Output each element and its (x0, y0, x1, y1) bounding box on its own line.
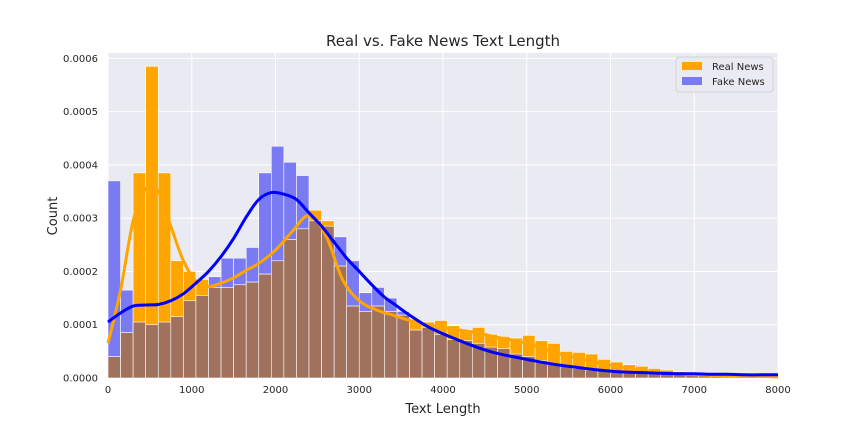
bar-overlap (283, 239, 297, 379)
legend-label-fake-news: Fake News (712, 77, 765, 88)
x-axis-ticks: 0 1000 2000 3000 4000 5000 6000 7000 8000 (105, 385, 791, 396)
x-tick-label: 6000 (598, 385, 623, 396)
x-tick-label: 2000 (263, 385, 288, 396)
x-axis-title: Text Length (404, 402, 480, 417)
bar-overlap (208, 287, 222, 379)
bar-overlap (384, 311, 398, 379)
x-tick-label: 5000 (514, 385, 539, 396)
bar-overlap (358, 311, 373, 379)
bar-overlap (120, 332, 134, 379)
x-tick-label: 1000 (179, 385, 204, 396)
bar-overlap (183, 300, 197, 379)
y-tick-label: 0.0006 (63, 54, 98, 65)
bar-overlap (434, 334, 448, 379)
bar-overlap (308, 220, 322, 379)
bar-overlap (446, 339, 461, 379)
x-tick-label: 4000 (430, 385, 455, 396)
bar-overlap (233, 284, 247, 379)
legend-swatch-real-news (682, 62, 702, 70)
y-tick-label: 0.0004 (63, 160, 98, 171)
histogram-bars (107, 66, 775, 379)
bar-overlap (258, 273, 272, 379)
x-tick-label: 0 (105, 385, 111, 396)
y-tick-label: 0.0000 (63, 374, 98, 385)
x-tick-label: 3000 (347, 385, 372, 396)
y-tick-label: 0.0002 (63, 267, 98, 278)
y-axis-title: Count (46, 197, 61, 236)
y-tick-label: 0.0003 (63, 214, 98, 225)
bar-overlap (245, 281, 260, 379)
chart-title: Real vs. Fake News Text Length (326, 32, 560, 50)
bar-overlap (296, 228, 310, 379)
bar-overlap (396, 314, 410, 379)
bar-overlap (157, 321, 172, 379)
legend-swatch-fake-news (682, 77, 702, 85)
bar-overlap (572, 368, 586, 379)
bar-overlap (271, 260, 285, 379)
y-axis-ticks: 0.0000 0.0001 0.0002 0.0003 0.0004 0.0005 0.00… (63, 54, 98, 385)
bar-overlap (107, 356, 121, 379)
bar-overlap (421, 327, 435, 379)
bar-overlap (132, 321, 146, 379)
bar-overlap (409, 329, 423, 379)
y-tick-label: 0.0005 (63, 107, 98, 118)
bar-overlap (346, 305, 360, 379)
kde-curves (106, 184, 779, 379)
bar-overlap (547, 364, 561, 379)
x-tick-label: 7000 (682, 385, 707, 396)
bar-overlap (170, 316, 184, 379)
bar-overlap (145, 324, 159, 379)
bar-overlap (195, 295, 209, 379)
x-tick-label: 8000 (765, 385, 790, 396)
legend-label-real-news: Real News (712, 62, 764, 73)
y-tick-label: 0.0001 (63, 320, 98, 331)
bar-overlap (220, 287, 234, 379)
kde-line-fake-news (107, 190, 778, 377)
legend: Real News Fake News (675, 56, 774, 93)
bar-overlap (371, 305, 385, 379)
bar-fake-news (107, 180, 121, 379)
